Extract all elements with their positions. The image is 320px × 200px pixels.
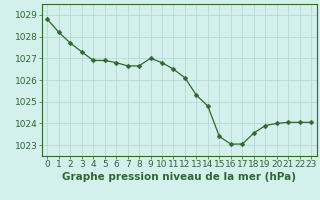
- X-axis label: Graphe pression niveau de la mer (hPa): Graphe pression niveau de la mer (hPa): [62, 172, 296, 182]
